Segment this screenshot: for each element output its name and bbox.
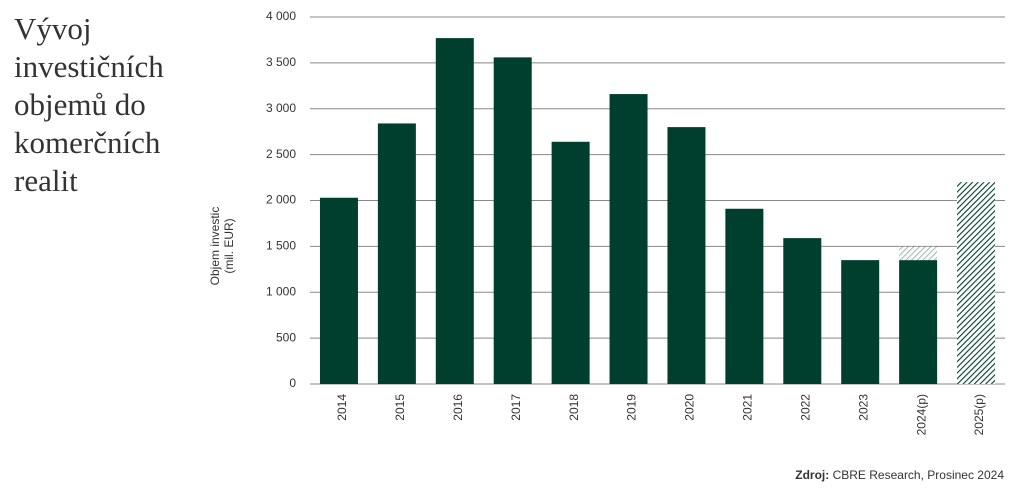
source-text: CBRE Research, Prosinec 2024 [832,468,1004,482]
x-tick-label: 2024(p) [914,394,928,435]
x-tick-label: 2021 [741,394,755,421]
x-tick-label: 2019 [625,394,639,421]
x-tick-label: 2023 [856,394,870,421]
y-tick-label: 1 000 [266,284,296,298]
y-tick-label: 4 000 [266,9,296,23]
bar [377,123,416,385]
source-label: Zdroj: [795,468,830,482]
x-tick-label: 2022 [798,394,812,421]
chart-title: Vývoj investičních objemů do komerčních … [14,11,164,198]
x-tick-label: 2016 [451,394,465,421]
y-axis-label: Objem investic (mil. EUR) [208,206,236,286]
bar [899,246,938,261]
bar [725,208,764,384]
bar [667,127,706,384]
bar [493,57,532,385]
bar [609,94,648,384]
bar [899,260,938,384]
bar [319,197,358,384]
x-tick-label: 2020 [683,394,697,421]
y-tick-label: 3 000 [266,101,296,115]
bar [783,238,822,384]
x-tick-label: 2018 [567,394,581,421]
y-tick-label: 0 [289,376,296,390]
y-tick-label: 1 500 [266,239,296,253]
y-tick-label: 500 [276,330,296,344]
x-tick-label: 2014 [335,394,349,421]
y-tick-label: 2 000 [266,193,296,207]
bar [957,182,996,384]
y-tick-label: 3 500 [266,55,296,69]
x-tick-label: 2025(p) [972,394,986,435]
x-tick-label: 2015 [393,394,407,421]
y-tick-label: 2 500 [266,147,296,161]
x-tick-label: 2017 [509,394,523,421]
source: Zdroj: CBRE Research, Prosinec 2024 [795,468,1004,482]
bar [435,38,474,384]
bar [841,260,880,384]
bar [551,141,590,384]
